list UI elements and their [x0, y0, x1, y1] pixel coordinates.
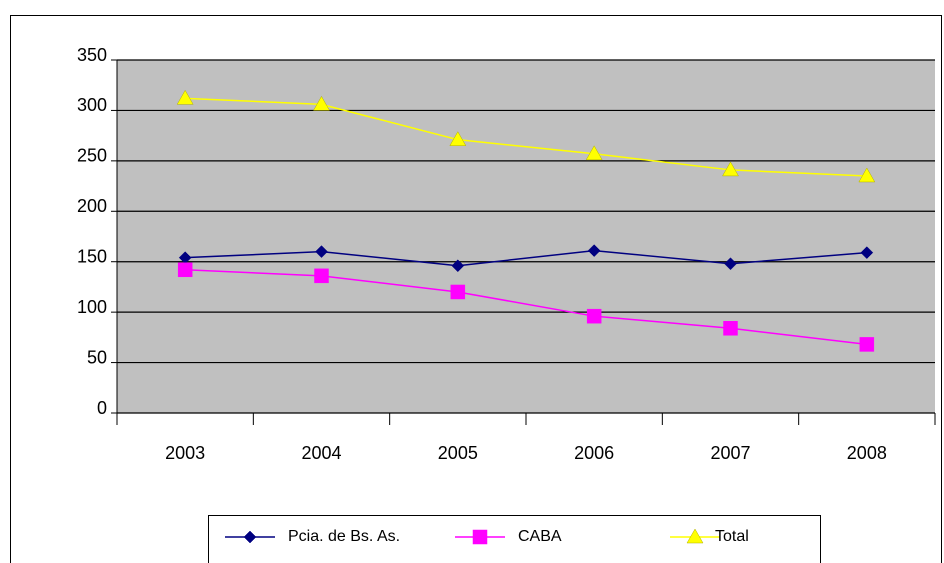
data-point — [859, 337, 875, 352]
y-tick-label: 150 — [77, 246, 107, 266]
data-point — [858, 167, 876, 183]
data-point — [451, 259, 465, 273]
data-point — [450, 284, 466, 300]
y-tick-label: 200 — [77, 196, 107, 216]
legend: Pcia. de Bs. As. CABA Total — [208, 515, 821, 563]
y-tick-label: 0 — [97, 398, 107, 418]
x-tick-label: 2007 — [710, 443, 750, 463]
series-line — [185, 269, 867, 346]
x-tick-label: 2005 — [438, 443, 478, 463]
y-tick-label: 50 — [87, 347, 107, 367]
legend-marker — [472, 529, 488, 545]
x-tick-label: 2003 — [165, 443, 205, 463]
y-tick-label: 300 — [77, 95, 107, 115]
plot-area — [117, 60, 935, 413]
data-point — [177, 262, 193, 278]
legend-marker — [686, 528, 704, 544]
y-tick-label: 250 — [77, 146, 107, 166]
data-point — [722, 161, 739, 177]
data-point — [586, 308, 602, 324]
data-point — [449, 131, 467, 146]
data-point — [587, 244, 601, 257]
y-tick-label: 350 — [77, 45, 107, 65]
series-line — [185, 249, 867, 267]
legend-label: Total — [715, 528, 749, 545]
x-tick-label: 2008 — [847, 443, 887, 463]
legend-label: Pcia. de Bs. As. — [288, 528, 400, 545]
series-line — [185, 97, 867, 177]
data-point — [724, 257, 737, 271]
x-tick-label: 2006 — [574, 443, 614, 463]
legend-marker — [243, 530, 257, 544]
data-point — [313, 95, 330, 111]
legend-label: CABA — [518, 528, 562, 545]
legend-box — [208, 515, 821, 563]
data-point — [314, 268, 329, 284]
data-point — [315, 245, 328, 258]
x-tick-label: 2004 — [301, 443, 341, 463]
data-point — [860, 246, 874, 259]
y-tick-label: 100 — [77, 297, 107, 317]
data-point — [585, 145, 603, 161]
data-point — [176, 89, 194, 105]
data-point — [723, 321, 738, 336]
